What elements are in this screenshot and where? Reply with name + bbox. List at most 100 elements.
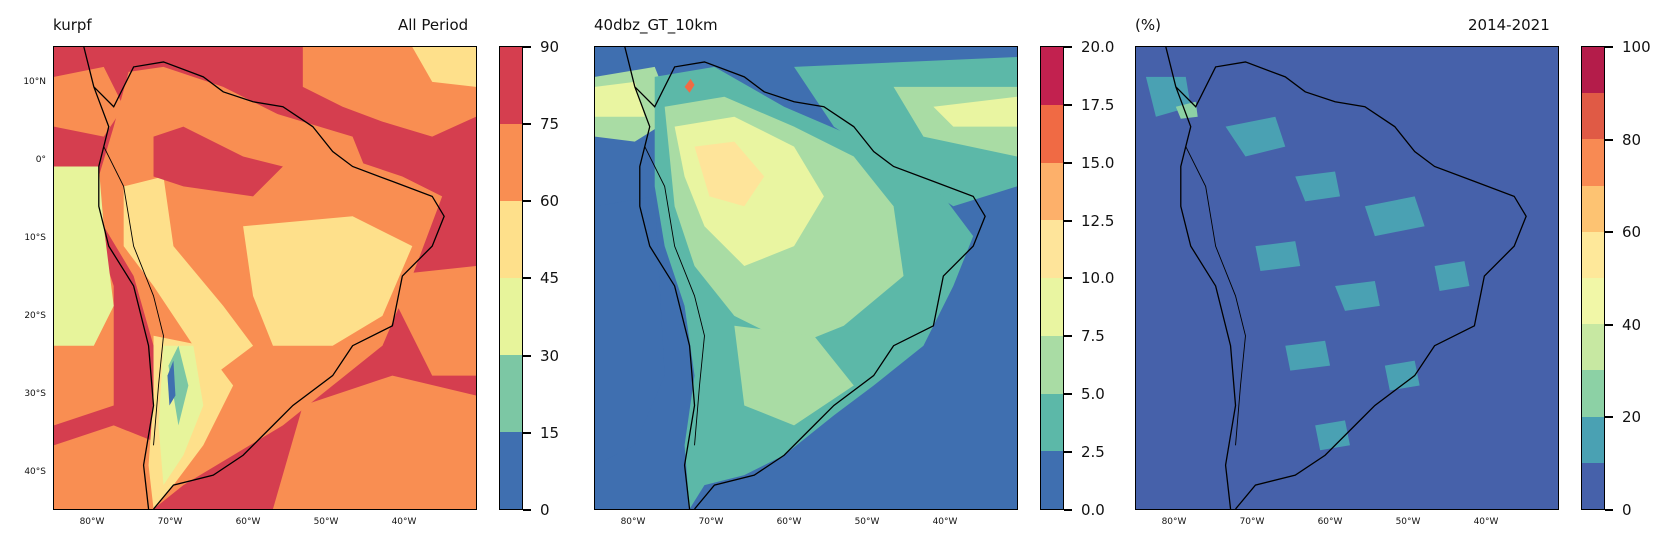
- colorbar-segment: [1582, 139, 1604, 186]
- colorbar-label: 7.5: [1081, 327, 1105, 345]
- lat-label: 10°S: [24, 233, 46, 243]
- lat-label: 20°S: [24, 311, 46, 321]
- colorbar-segment: [1582, 93, 1604, 140]
- colorbar-tick: [1605, 46, 1613, 48]
- colorbar-segment: [1041, 278, 1063, 336]
- panel-title-right: 2014-2021: [1468, 16, 1550, 34]
- colorbar-segment: [1582, 47, 1604, 94]
- colorbar-tick: [1605, 416, 1613, 418]
- colorbar-segment: [1041, 104, 1063, 163]
- colorbar-segment: [1582, 462, 1604, 509]
- colorbar-label: 60: [540, 192, 560, 210]
- colorbar-40dbz: [1040, 46, 1064, 510]
- colorbar-label: 20.0: [1081, 38, 1115, 56]
- colorbar-percent: [1581, 46, 1605, 510]
- lon-label: 60°W: [235, 517, 261, 527]
- colorbar-label: 10.0: [1081, 269, 1115, 287]
- colorbar-tick: [523, 355, 531, 357]
- colorbar-segment: [500, 200, 522, 278]
- map-percent-field: [1136, 47, 1558, 509]
- colorbar-label: 0.0: [1081, 501, 1105, 519]
- colorbar-segment: [1041, 162, 1063, 221]
- colorbar-label: 75: [540, 115, 560, 133]
- colorbar-label: 90: [540, 38, 560, 56]
- colorbar-tick: [1064, 335, 1072, 337]
- colorbar-label: 15: [540, 424, 560, 442]
- colorbar-segment: [1582, 185, 1604, 232]
- colorbar-segment: [1582, 416, 1604, 463]
- colorbar-tick: [523, 432, 531, 434]
- lon-label: 50°W: [1395, 517, 1421, 527]
- colorbar-tick: [523, 200, 531, 202]
- colorbar-label: 15.0: [1081, 154, 1115, 172]
- colorbar-segment: [500, 47, 522, 124]
- lon-label: 60°W: [776, 517, 802, 527]
- colorbar-tick: [1605, 231, 1613, 233]
- colorbar-segment: [500, 124, 522, 201]
- lon-label: 80°W: [79, 517, 105, 527]
- colorbar-tick: [1605, 324, 1613, 326]
- lon-label: 40°W: [391, 517, 417, 527]
- colorbar-segment: [1041, 47, 1063, 105]
- colorbar-tick: [1064, 104, 1072, 106]
- lat-label: 10°N: [23, 77, 46, 87]
- colorbar-segment: [1041, 393, 1063, 452]
- colorbar-label: 40: [1622, 316, 1642, 334]
- lon-label: 60°W: [1317, 517, 1343, 527]
- colorbar-label: 20: [1622, 408, 1642, 426]
- colorbar-label: 45: [540, 269, 560, 287]
- colorbar-tick: [1064, 46, 1072, 48]
- lon-label: 70°W: [157, 517, 183, 527]
- colorbar-segment: [1041, 220, 1063, 278]
- colorbar-label: 2.5: [1081, 443, 1105, 461]
- colorbar-tick: [1605, 509, 1613, 511]
- colorbar-label: 80: [1622, 131, 1642, 149]
- colorbar-label: 0: [540, 501, 550, 519]
- colorbar-kurpf: [499, 46, 523, 510]
- colorbar-label: 5.0: [1081, 385, 1105, 403]
- lon-label: 70°W: [698, 517, 724, 527]
- colorbar-tick: [1064, 393, 1072, 395]
- panel-title-left: kurpf: [53, 16, 92, 34]
- map-kurpf-field: [54, 47, 476, 509]
- colorbar-tick: [523, 277, 531, 279]
- map-40dbz: [594, 46, 1018, 510]
- colorbar-segment: [1582, 231, 1604, 278]
- panel-title-right: All Period: [398, 16, 469, 34]
- colorbar-label: 12.5: [1081, 212, 1115, 230]
- map-kurpf: [53, 46, 477, 510]
- colorbar-tick: [523, 123, 531, 125]
- colorbar-segment: [1582, 370, 1604, 417]
- panel-title-left: 40dbz_GT_10km: [594, 16, 718, 34]
- colorbar-segment: [1582, 324, 1604, 371]
- colorbar-segment: [1041, 451, 1063, 509]
- colorbar-tick: [1064, 220, 1072, 222]
- lon-label: 80°W: [620, 517, 646, 527]
- lon-label: 40°W: [1473, 517, 1499, 527]
- colorbar-label: 60: [1622, 223, 1642, 241]
- colorbar-tick: [523, 46, 531, 48]
- lat-label: 0°: [35, 155, 46, 165]
- colorbar-label: 17.5: [1081, 96, 1115, 114]
- lon-label: 50°W: [313, 517, 339, 527]
- colorbar-segment: [500, 278, 522, 355]
- panel-title-left: (%): [1135, 16, 1161, 34]
- colorbar-label: 0: [1622, 501, 1632, 519]
- lon-label: 80°W: [1161, 517, 1187, 527]
- colorbar-tick: [1064, 162, 1072, 164]
- lon-label: 50°W: [854, 517, 880, 527]
- map-percent: [1135, 46, 1559, 510]
- lat-label: 30°S: [24, 389, 46, 399]
- colorbar-segment: [500, 431, 522, 509]
- colorbar-tick: [1605, 139, 1613, 141]
- map-40dbz-field: [595, 47, 1017, 509]
- colorbar-tick: [1064, 509, 1072, 511]
- lat-label: 40°S: [24, 467, 46, 477]
- lon-label: 70°W: [1239, 517, 1265, 527]
- colorbar-label: 30: [540, 347, 560, 365]
- colorbar-segment: [500, 355, 522, 432]
- colorbar-segment: [1582, 278, 1604, 325]
- colorbar-tick: [523, 509, 531, 511]
- colorbar-tick: [1064, 277, 1072, 279]
- lon-label: 40°W: [932, 517, 958, 527]
